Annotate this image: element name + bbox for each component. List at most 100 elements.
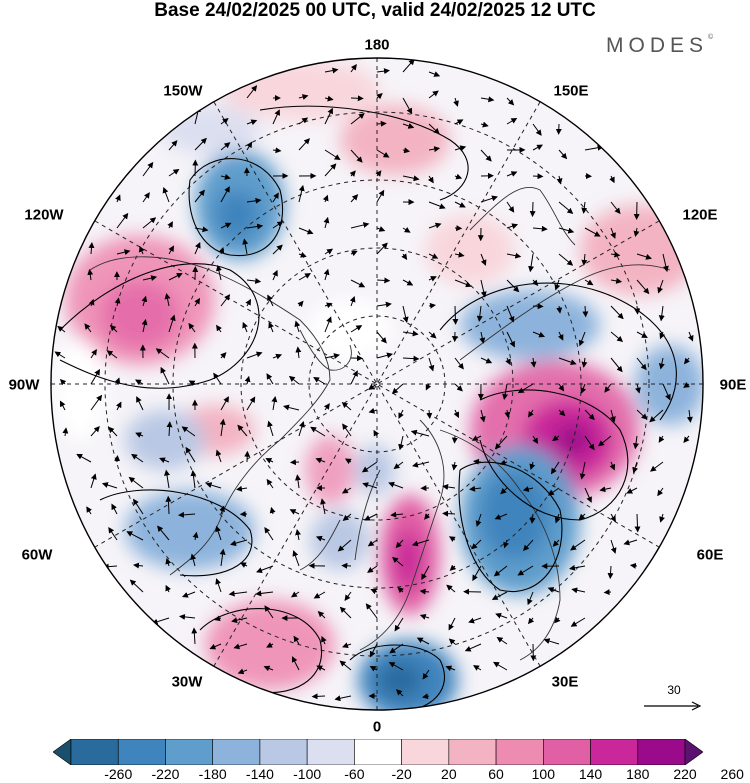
wind-vector <box>220 174 231 180</box>
lon-label-30e: 30E <box>551 673 579 691</box>
colorbar-bin <box>165 739 213 765</box>
wind-vector <box>194 297 201 307</box>
wind-vector <box>610 513 616 523</box>
wind-vector <box>57 325 66 333</box>
wind-vector <box>316 665 326 671</box>
wind-vector <box>242 321 248 333</box>
wind-vector <box>532 225 548 232</box>
wind-vector <box>131 453 144 463</box>
wind-vector <box>219 418 226 437</box>
wind-vector <box>506 305 515 323</box>
wind-vector <box>246 278 262 284</box>
wind-vector <box>350 63 357 73</box>
wind-vector <box>547 587 560 593</box>
wind-vector <box>90 473 97 489</box>
wind-vector <box>454 145 467 152</box>
wind-vector <box>246 197 262 204</box>
wind-vector <box>530 357 537 368</box>
wind-vector <box>255 590 274 597</box>
wind-vector <box>322 194 329 203</box>
wind-vector <box>298 94 309 100</box>
wind-vector <box>181 426 196 437</box>
wind-vector <box>369 666 378 672</box>
colorbar-tick-label: -100 <box>293 766 322 782</box>
colorbar-tick-label: 140 <box>578 766 603 782</box>
wind-vector <box>350 222 370 229</box>
wind-vector <box>523 539 534 552</box>
wind-vector <box>649 461 664 472</box>
wind-vector <box>268 321 274 333</box>
wind-vector <box>344 591 352 602</box>
wind-vector <box>109 324 118 333</box>
wind-vectors <box>54 58 694 702</box>
wind-vector <box>240 562 248 568</box>
wind-vector <box>506 97 515 106</box>
wind-vector <box>215 264 222 281</box>
wind-vector <box>220 117 229 125</box>
wind-vector <box>395 689 404 697</box>
wind-vector <box>90 369 101 385</box>
wind-vector <box>610 201 621 215</box>
wind-vector <box>662 253 669 273</box>
wind-vector <box>164 293 171 307</box>
wind-vector <box>263 665 274 672</box>
wind-vector <box>88 242 95 255</box>
wind-vector <box>298 227 314 235</box>
wind-vector <box>506 223 519 230</box>
wind-vector <box>165 557 172 567</box>
wind-vector <box>298 273 311 281</box>
wind-vector <box>662 383 671 401</box>
wind-vector <box>480 121 489 128</box>
wind-vector <box>464 643 482 652</box>
wind-vector <box>141 295 148 307</box>
wind-vector <box>584 227 601 237</box>
chart-title: Base 24/02/2025 00 UTC, valid 24/02/2025… <box>154 0 596 21</box>
wind-vector <box>159 457 170 464</box>
wind-vector <box>494 435 508 450</box>
wind-vector <box>266 642 274 648</box>
wind-vector <box>188 380 196 387</box>
wind-vector <box>135 379 144 386</box>
wind-vector <box>59 379 67 386</box>
wind-vector <box>527 617 535 625</box>
wind-vector <box>376 226 386 232</box>
wind-vector <box>558 253 574 266</box>
wind-vector <box>558 227 575 234</box>
wind-vector <box>242 238 249 255</box>
wind-vector <box>298 421 305 437</box>
wind-vector <box>362 482 378 489</box>
wind-vector <box>686 409 693 423</box>
colorbar-tick-label: -260 <box>104 766 133 782</box>
wind-vector <box>342 642 352 649</box>
wind-vector <box>454 119 464 125</box>
wind-vector <box>272 244 283 255</box>
wind-vector <box>506 331 515 348</box>
wind-vector <box>424 513 431 520</box>
wind-vector <box>324 107 333 125</box>
wind-vector <box>636 357 647 371</box>
wind-vector <box>480 279 487 298</box>
wind-vector <box>609 175 615 184</box>
wind-vector <box>579 461 586 480</box>
wind-vector <box>419 614 430 620</box>
wind-vector <box>368 407 378 414</box>
reference-vector-arrow <box>644 701 702 711</box>
wind-vector <box>558 409 566 417</box>
wind-vector <box>76 453 92 463</box>
wind-vector <box>402 58 415 73</box>
wind-vector <box>165 495 172 515</box>
wind-vector <box>349 295 356 307</box>
wind-vector <box>634 305 641 315</box>
wind-vector <box>554 616 561 624</box>
wind-vector <box>298 184 305 203</box>
wind-vector <box>480 96 495 103</box>
colorbar-tick-label: 220 <box>673 766 697 782</box>
wind-vector <box>532 144 543 151</box>
wind-vector <box>364 513 378 521</box>
wind-vector <box>499 459 508 466</box>
wind-vector <box>337 539 352 552</box>
wind-vector <box>578 331 586 347</box>
wind-vector <box>390 511 404 518</box>
wind-vector <box>610 227 616 239</box>
wind-vector <box>401 253 408 261</box>
